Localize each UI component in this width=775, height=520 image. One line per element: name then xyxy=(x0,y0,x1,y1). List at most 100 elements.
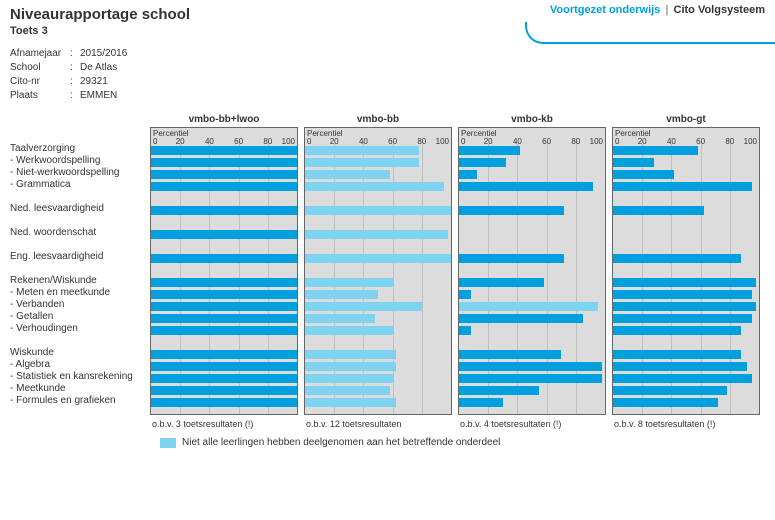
bar xyxy=(613,386,727,395)
row-label: Taalverzorging xyxy=(10,143,150,155)
bar-row xyxy=(151,348,297,360)
meta-label: School xyxy=(10,61,70,75)
bar-row xyxy=(151,156,297,168)
bar-row xyxy=(305,144,451,156)
bar-row xyxy=(613,384,759,396)
bar-row xyxy=(305,312,451,324)
bar xyxy=(613,206,704,215)
bar-row xyxy=(151,288,297,300)
bar-row xyxy=(305,384,451,396)
chart-box: Percentiel020406080100 xyxy=(458,127,606,415)
bar-row xyxy=(305,276,451,288)
meta-value: De Atlas xyxy=(80,61,117,75)
bar xyxy=(613,362,747,371)
bar-row xyxy=(305,288,451,300)
bar-row xyxy=(613,228,759,240)
bar-gap xyxy=(305,336,451,348)
bar xyxy=(151,386,297,395)
row-label: - Verbanden xyxy=(10,299,150,311)
bar-gap xyxy=(459,192,605,204)
bar xyxy=(151,350,297,359)
bar xyxy=(459,158,506,167)
row-label: - Algebra xyxy=(10,359,150,371)
bar-gap xyxy=(613,240,759,252)
bar xyxy=(459,362,602,371)
bar-row xyxy=(459,348,605,360)
bar-row xyxy=(459,384,605,396)
row-label: - Grammatica xyxy=(10,179,150,191)
bar xyxy=(305,158,419,167)
chart-panel: vmbo-gtPercentiel020406080100o.b.v. 8 to… xyxy=(612,113,760,431)
bar-row xyxy=(305,156,451,168)
legend: Niet alle leerlingen hebben deelgenomen … xyxy=(160,437,775,448)
meta-block: Afnamejaar:2015/2016School:De AtlasCito-… xyxy=(10,47,775,103)
bar-row xyxy=(613,252,759,264)
bar-row xyxy=(459,300,605,312)
bar xyxy=(459,350,561,359)
bar-gap xyxy=(613,192,759,204)
chart-box: Percentiel020406080100 xyxy=(612,127,760,415)
bar-row xyxy=(459,360,605,372)
meta-value: 2015/2016 xyxy=(80,47,127,61)
bar xyxy=(613,278,756,287)
bar-gap xyxy=(613,264,759,276)
row-label: - Meetkunde xyxy=(10,383,150,395)
bar-row xyxy=(459,228,605,240)
bar xyxy=(151,314,297,323)
bar-gap xyxy=(459,216,605,228)
bar xyxy=(305,254,451,263)
bar-gap xyxy=(151,240,297,252)
bar xyxy=(459,182,593,191)
meta-row: School:De Atlas xyxy=(10,61,775,75)
chart-axis: Percentiel020406080100 xyxy=(151,128,297,144)
bar-row xyxy=(613,156,759,168)
bar xyxy=(459,398,503,407)
bar-gap xyxy=(613,216,759,228)
bar xyxy=(613,374,752,383)
meta-colon: : xyxy=(70,89,80,103)
bar-row xyxy=(151,276,297,288)
bar xyxy=(613,290,752,299)
meta-value: 29321 xyxy=(80,75,108,89)
chart-axis: Percentiel020406080100 xyxy=(305,128,451,144)
bar xyxy=(613,326,741,335)
bar xyxy=(305,230,448,239)
chart-body xyxy=(613,144,759,414)
chart-box: Percentiel020406080100 xyxy=(304,127,452,415)
bar-row xyxy=(613,372,759,384)
bar-row xyxy=(613,144,759,156)
chart-panel: vmbo-bb+lwooPercentiel020406080100o.b.v.… xyxy=(150,113,298,431)
bar-row xyxy=(151,372,297,384)
bar xyxy=(151,170,297,179)
bar xyxy=(151,326,297,335)
bar-row xyxy=(613,312,759,324)
row-gap xyxy=(10,191,150,203)
bar-row xyxy=(151,312,297,324)
bar-row xyxy=(459,168,605,180)
bar-gap xyxy=(151,216,297,228)
bar-row xyxy=(305,168,451,180)
row-label: Eng. leesvaardigheid xyxy=(10,251,150,263)
bar-row xyxy=(305,324,451,336)
bar xyxy=(305,170,390,179)
bar xyxy=(151,146,297,155)
bar-row xyxy=(459,276,605,288)
bar-row xyxy=(613,168,759,180)
meta-row: Plaats:EMMEN xyxy=(10,89,775,103)
bar-row xyxy=(459,288,605,300)
bar xyxy=(305,398,396,407)
bar xyxy=(151,182,297,191)
bar-row xyxy=(305,252,451,264)
bar xyxy=(151,158,297,167)
row-label: - Meten en meetkunde xyxy=(10,287,150,299)
bar-row xyxy=(459,156,605,168)
bar-row xyxy=(151,204,297,216)
bar-gap xyxy=(613,336,759,348)
bar xyxy=(459,302,598,311)
bar-row xyxy=(613,276,759,288)
bar-row xyxy=(151,324,297,336)
bar xyxy=(305,278,393,287)
row-gap xyxy=(10,215,150,227)
row-label: Rekenen/Wiskunde xyxy=(10,275,150,287)
row-gap xyxy=(10,263,150,275)
